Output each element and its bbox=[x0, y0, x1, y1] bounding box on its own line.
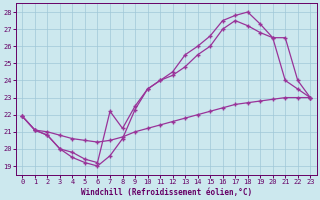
X-axis label: Windchill (Refroidissement éolien,°C): Windchill (Refroidissement éolien,°C) bbox=[81, 188, 252, 197]
